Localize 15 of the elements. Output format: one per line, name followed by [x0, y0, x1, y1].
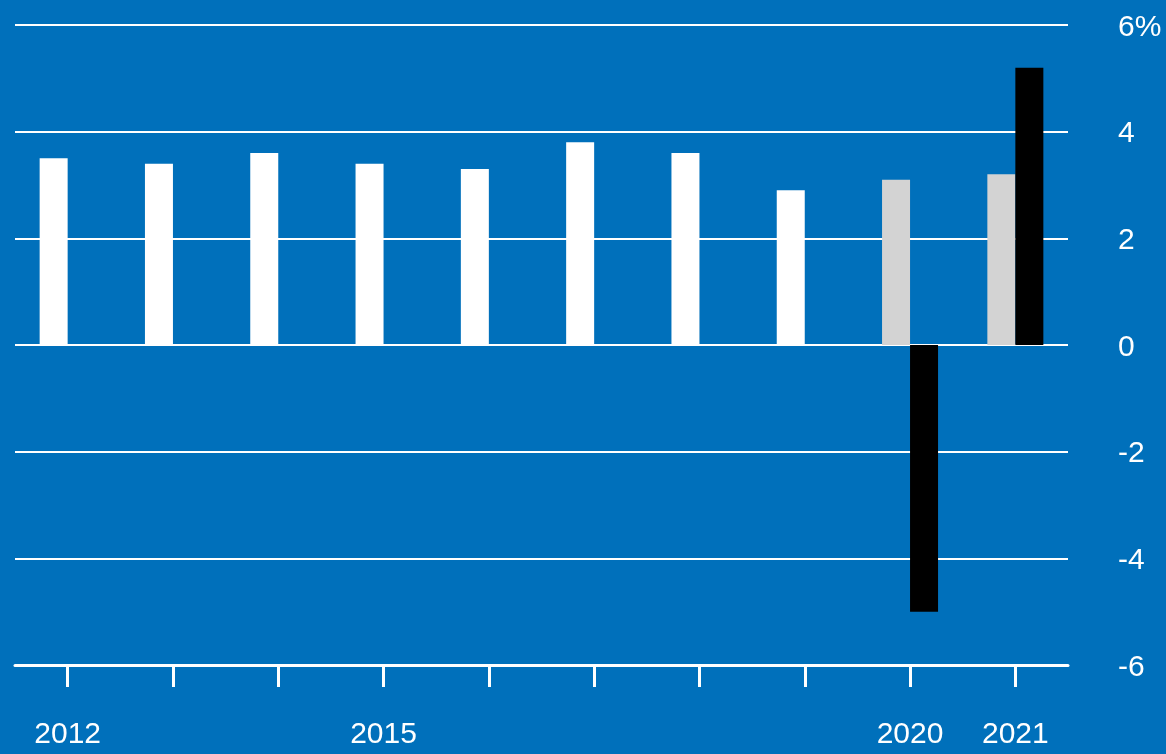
y-tick-label: -4: [1118, 541, 1145, 575]
bar: [882, 179, 911, 345]
y-tick-label: 0: [1118, 328, 1135, 362]
y-tick-label: 6%: [1118, 8, 1162, 42]
y-tick-label: 2: [1118, 221, 1135, 255]
y-tick-label: -6: [1118, 648, 1145, 682]
x-tick-label: 2021: [981, 715, 1049, 749]
bar: [987, 174, 1016, 345]
y-tick-label: 4: [1118, 115, 1135, 149]
bar: [910, 345, 939, 612]
x-tick-label: 2012: [34, 715, 102, 749]
y-tick-label: -2: [1118, 435, 1145, 469]
x-tick-label: 2015: [350, 715, 417, 749]
bar: [1015, 67, 1044, 345]
x-tick-label: 2020: [876, 715, 944, 749]
